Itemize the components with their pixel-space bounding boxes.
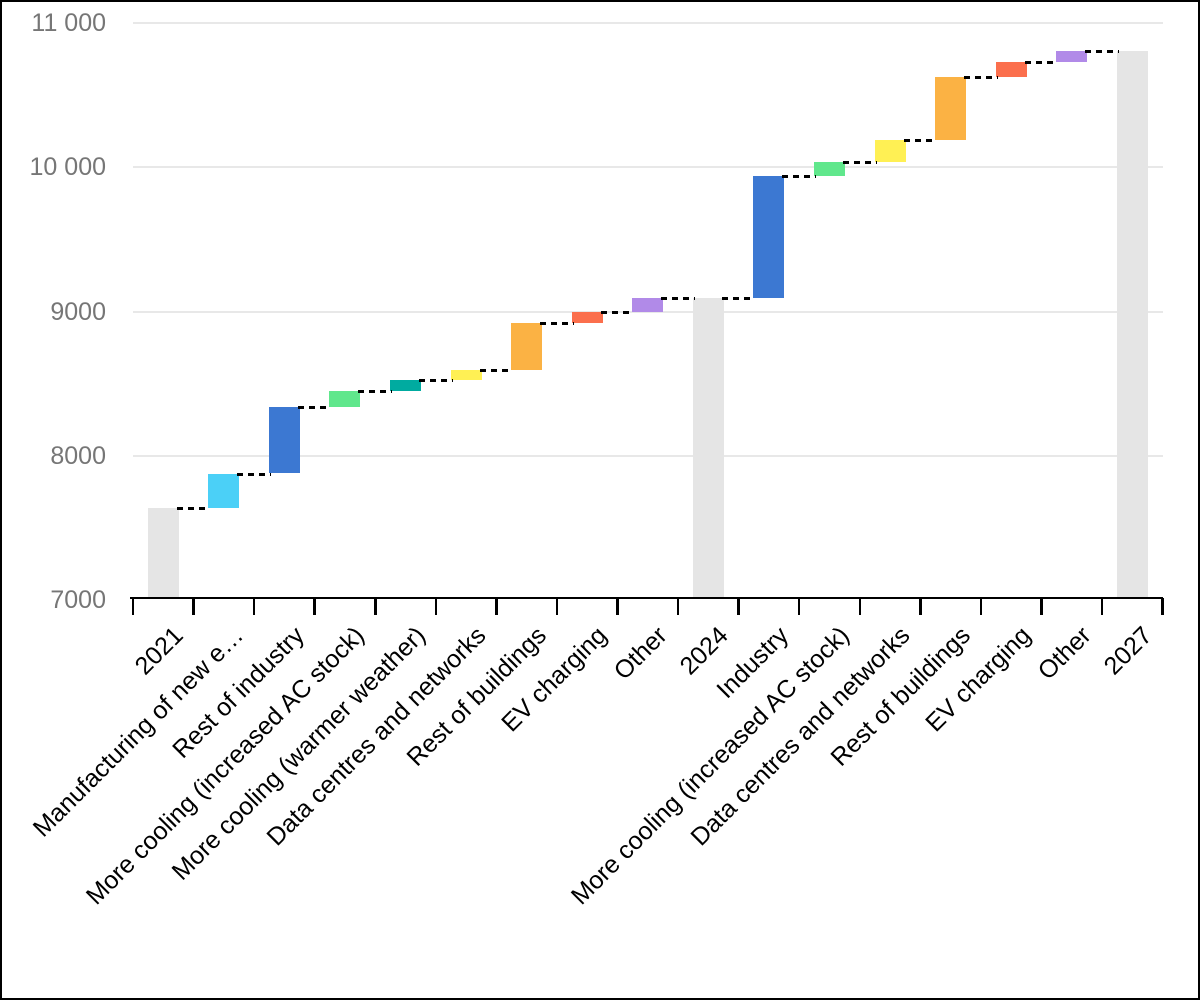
waterfall-bar-increase — [753, 176, 785, 298]
x-axis-tick — [737, 598, 740, 615]
waterfall-bar-increase — [995, 62, 1027, 77]
waterfall-bar-total — [692, 297, 724, 598]
x-axis-tick — [495, 598, 498, 615]
x-axis-tick — [313, 598, 316, 615]
y-axis-tick-label: 9000 — [50, 297, 106, 326]
x-axis-tick — [374, 598, 377, 615]
connector-dashed-line — [842, 160, 877, 164]
y-axis-tick-label: 8000 — [50, 441, 106, 470]
x-axis-line — [130, 596, 1163, 599]
x-axis-tick — [1161, 598, 1164, 615]
waterfall-bar-increase — [935, 76, 967, 141]
waterfall-bar-increase — [268, 407, 300, 474]
x-axis-tick — [192, 598, 195, 615]
x-axis-category-label: Other — [1032, 621, 1097, 686]
x-axis-tick — [858, 598, 862, 615]
gridline — [133, 454, 1163, 457]
gridline — [133, 166, 1163, 169]
x-axis-category-label: Other — [608, 621, 673, 686]
waterfall-bar-increase — [511, 323, 543, 370]
x-axis-tick — [252, 598, 256, 615]
connector-dashed-line — [358, 390, 393, 394]
waterfall-bar-increase — [329, 391, 361, 408]
waterfall-bar-increase — [874, 140, 906, 162]
waterfall-bar-total — [1116, 50, 1148, 598]
connector-dashed-line — [540, 322, 574, 326]
waterfall-bar-increase — [571, 311, 603, 324]
y-axis-tick-label: 10 000 — [29, 153, 106, 182]
x-axis-tick — [676, 598, 680, 615]
x-axis-tick — [555, 598, 559, 615]
connector-dashed-line — [903, 139, 938, 143]
y-axis-tick-label: 7000 — [50, 586, 106, 614]
x-axis-category-label: 2027 — [1098, 621, 1158, 681]
connector-dashed-line — [1085, 49, 1119, 53]
x-axis-tick — [131, 598, 135, 615]
waterfall-bar-total — [147, 508, 179, 598]
waterfall-bar-increase — [390, 379, 422, 392]
connector-dashed-line — [782, 175, 816, 179]
x-axis-tick — [1100, 598, 1104, 615]
connector-dashed-line — [964, 75, 998, 79]
x-axis-tick — [979, 598, 983, 615]
connector-dashed-line — [1024, 61, 1059, 65]
y-axis-tick-label: 11 000 — [31, 9, 106, 37]
x-axis-tick — [919, 598, 922, 615]
waterfall-bar-increase — [450, 369, 482, 380]
connector-dashed-line — [237, 472, 271, 476]
x-axis-tick — [797, 598, 801, 615]
x-axis-tick — [616, 598, 619, 615]
connector-dashed-line — [600, 310, 635, 314]
connector-dashed-line — [176, 507, 211, 511]
waterfall-bar-increase — [632, 297, 664, 312]
x-axis-tick — [1040, 598, 1043, 615]
x-axis-tick — [434, 598, 438, 615]
connector-dashed-line — [661, 296, 695, 300]
connector-dashed-line — [721, 296, 756, 300]
connector-dashed-line — [479, 368, 514, 372]
connector-dashed-line — [297, 406, 332, 410]
connector-dashed-line — [419, 378, 453, 382]
waterfall-bar-increase — [813, 161, 845, 177]
waterfall-bar-increase — [1056, 50, 1088, 63]
gridline — [133, 22, 1163, 24]
waterfall-bar-increase — [208, 473, 240, 509]
